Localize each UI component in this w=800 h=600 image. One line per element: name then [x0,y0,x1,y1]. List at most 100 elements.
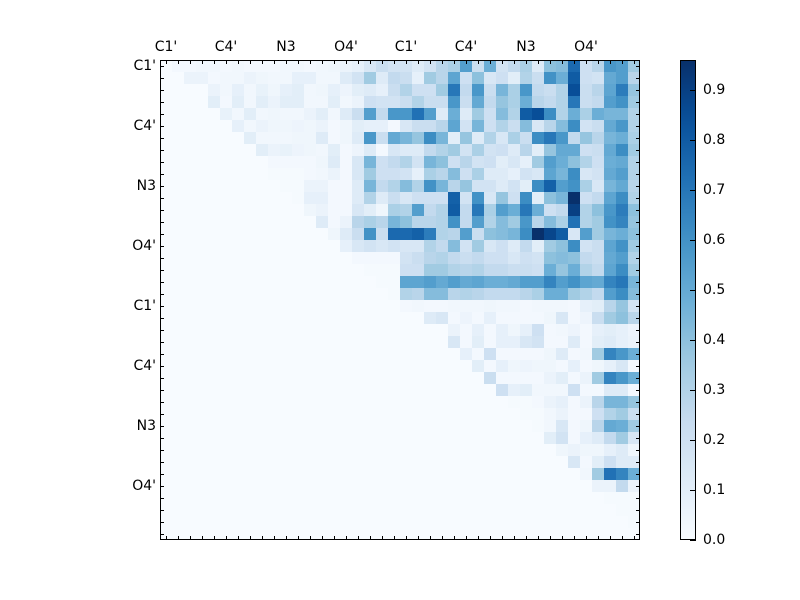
heatmap-cell [340,72,352,84]
heatmap-cell [304,348,316,360]
heatmap-cell [412,384,424,396]
heatmap-cell [172,144,184,156]
heatmap-cell [328,420,340,432]
heatmap-cell [316,384,328,396]
heatmap-cell [496,96,508,108]
axis-tick [636,318,640,319]
heatmap-cell [352,336,364,348]
heatmap-cell [628,300,640,312]
heatmap-cell [268,396,280,408]
heatmap-cell [616,72,628,84]
heatmap-cell [568,204,580,216]
heatmap-cell [592,516,604,528]
heatmap-cell [208,288,220,300]
heatmap-cell [508,192,520,204]
heatmap-cell [496,420,508,432]
heatmap-cell [448,384,460,396]
heatmap-cell [280,444,292,456]
heatmap-cell [568,432,580,444]
heatmap-cell [220,468,232,480]
heatmap-cell [556,156,568,168]
heatmap-cell [436,300,448,312]
heatmap-cell [364,324,376,336]
heatmap-cell [628,324,640,336]
heatmap-cell [172,240,184,252]
heatmap-cell [160,288,172,300]
heatmap-cell [556,480,568,492]
heatmap-cell [616,492,628,504]
heatmap-cell [460,432,472,444]
heatmap-cell [628,60,640,72]
heatmap-cell [292,396,304,408]
heatmap-cell [568,300,580,312]
heatmap-cell [244,336,256,348]
heatmap-cell [316,144,328,156]
heatmap-cell [376,240,388,252]
heatmap-cell [292,72,304,84]
heatmap-cell [484,120,496,132]
heatmap-cell [544,408,556,420]
heatmap-cell [196,324,208,336]
heatmap-cell [424,168,436,180]
heatmap-cell [280,240,292,252]
axis-tick [160,234,164,235]
heatmap-cell [328,456,340,468]
heatmap-cell [592,384,604,396]
heatmap-cell [556,372,568,384]
heatmap-cell [376,528,388,540]
heatmap-cell [544,312,556,324]
heatmap-cell [244,192,256,204]
heatmap-cell [196,432,208,444]
heatmap-cell [220,240,232,252]
heatmap-cell [520,312,532,324]
heatmap-cell [364,384,376,396]
heatmap-cell [376,228,388,240]
heatmap-cell [352,228,364,240]
heatmap-cell [304,120,316,132]
heatmap-cell [460,372,472,384]
heatmap-cell [244,120,256,132]
axis-tick [418,536,419,540]
heatmap-cell [388,96,400,108]
heatmap-cell [280,504,292,516]
heatmap-cell [280,408,292,420]
axis-tick [160,306,164,307]
heatmap-cell [196,372,208,384]
heatmap-cell [244,516,256,528]
heatmap-cell [496,468,508,480]
heatmap-cell [496,228,508,240]
axis-tick [636,246,640,247]
heatmap-cell [268,84,280,96]
heatmap-cell [400,456,412,468]
axis-tick [636,354,640,355]
axis-tick [610,536,611,540]
heatmap-cell [328,324,340,336]
heatmap-cell [364,156,376,168]
heatmap-cell [496,180,508,192]
heatmap-cell [400,192,412,204]
heatmap-cell [508,168,520,180]
heatmap-cell [400,324,412,336]
heatmap-cell [172,528,184,540]
axis-tick [636,126,640,127]
heatmap-cell [376,420,388,432]
heatmap-cell [364,420,376,432]
heatmap-cell [316,396,328,408]
heatmap-cell [316,372,328,384]
heatmap-cell [256,504,268,516]
heatmap-cell [436,240,448,252]
heatmap-cell [316,408,328,420]
heatmap-cell [364,288,376,300]
heatmap-cell [424,492,436,504]
heatmap-cell [256,144,268,156]
heatmap-cell [160,468,172,480]
heatmap-cell [520,156,532,168]
heatmap-cell [400,168,412,180]
heatmap-cell [376,336,388,348]
heatmap-cell [568,180,580,192]
heatmap-cell [448,168,460,180]
heatmap-cell [496,216,508,228]
heatmap-cell [520,492,532,504]
heatmap-cell [412,468,424,480]
heatmap-cell [400,120,412,132]
